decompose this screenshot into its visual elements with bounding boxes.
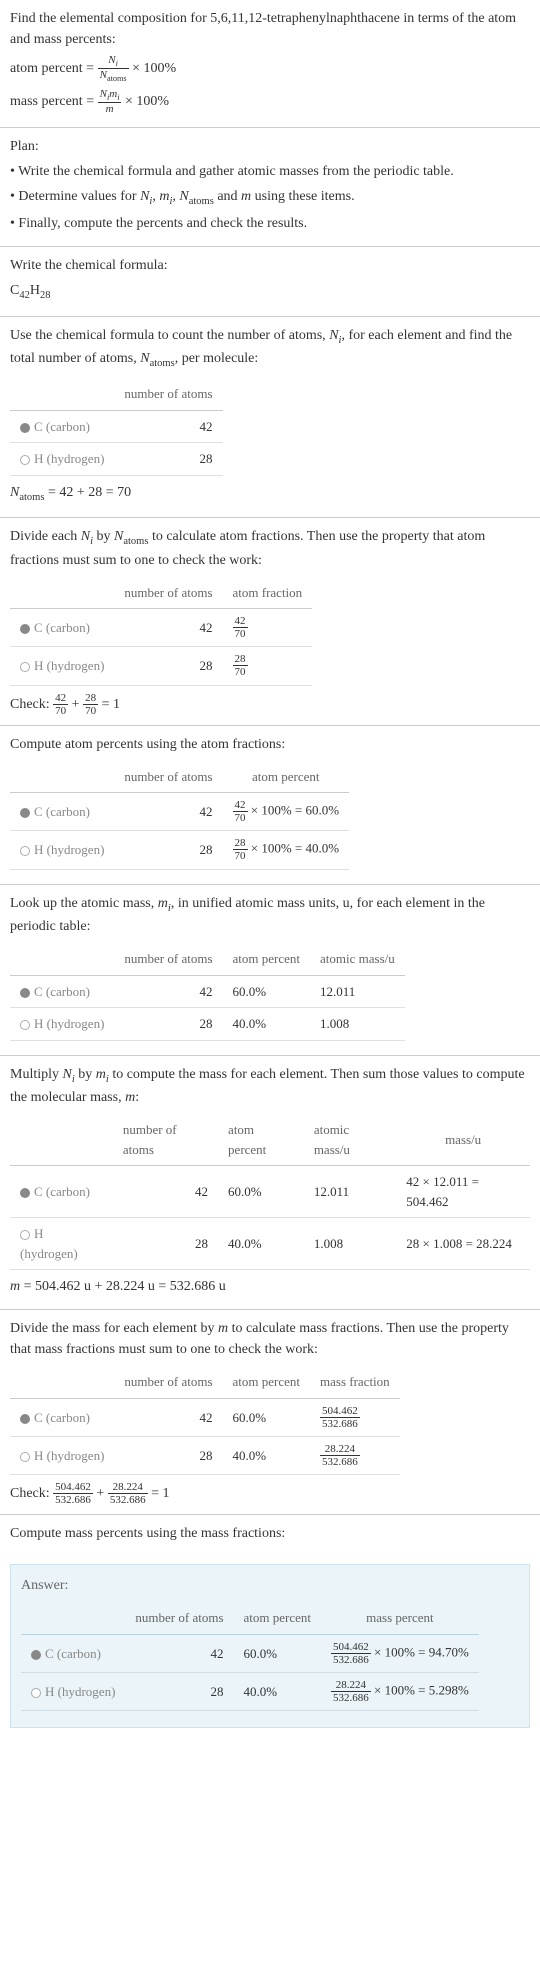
- carbon-dot-icon: [20, 624, 30, 634]
- step2-text: Use the chemical formula to count the nu…: [10, 325, 530, 372]
- hydrogen-dot-icon: [20, 662, 30, 672]
- step7-section: Divide the mass for each element by m to…: [0, 1310, 540, 1514]
- hydrogen-dot-icon: [20, 1230, 30, 1240]
- table-row: C (carbon) 42 4270: [10, 609, 312, 647]
- step8-text: Compute mass percents using the mass fra…: [10, 1523, 530, 1544]
- table-row: H (hydrogen) 28 40.0% 1.008 28 × 1.008 =…: [10, 1218, 530, 1270]
- hydrogen-dot-icon: [20, 1020, 30, 1030]
- step4-section: Compute atom percents using the atom fra…: [0, 726, 540, 884]
- carbon-label: C (carbon): [34, 419, 90, 434]
- step6-text: Multiply Ni by mi to compute the mass fo…: [10, 1064, 530, 1109]
- step6-sum: m = 504.462 u + 28.224 u = 532.686 u: [10, 1276, 530, 1297]
- times-100-a: × 100%: [132, 61, 176, 76]
- answer-box: Answer: number of atoms atom percent mas…: [10, 1564, 530, 1728]
- step5-table: number of atoms atom percent atomic mass…: [10, 943, 405, 1041]
- hydrogen-dot-icon: [31, 1688, 41, 1698]
- table-row: H (hydrogen) 28 2870 × 100% = 40.0%: [10, 831, 349, 869]
- col-number-atoms: number of atoms: [114, 378, 222, 410]
- step3-check: Check: 4270 + 2870 = 1: [10, 692, 530, 717]
- hydrogen-atoms: 28: [114, 443, 222, 476]
- mass-percent-fraction: Nimi m: [98, 88, 122, 115]
- table-row: C (carbon) 42 60.0% 12.011 42 × 12.011 =…: [10, 1166, 530, 1218]
- step6-section: Multiply Ni by mi to compute the mass fo…: [0, 1056, 540, 1310]
- answer-table: number of atoms atom percent mass percen…: [21, 1602, 479, 1711]
- atom-percent-label: atom percent =: [10, 61, 98, 76]
- times-100-m: × 100%: [125, 93, 169, 108]
- carbon-dot-icon: [20, 1188, 30, 1198]
- table-row: H (hydrogen) 28 40.0% 28.224532.686 × 10…: [21, 1672, 479, 1710]
- fraction: 4270: [233, 615, 248, 640]
- carbon-dot-icon: [31, 1650, 41, 1660]
- plan-bullet-3: • Finally, compute the percents and chec…: [10, 213, 530, 234]
- step8-section: Compute mass percents using the mass fra…: [0, 1515, 540, 1556]
- step4-table: number of atoms atom percent C (carbon) …: [10, 761, 349, 870]
- hydrogen-dot-icon: [20, 846, 30, 856]
- table-row: C (carbon) 42 60.0% 12.011: [10, 975, 405, 1008]
- intro-prompt: Find the elemental composition for 5,6,1…: [10, 8, 530, 50]
- step3-section: Divide each Ni by Natoms to calculate at…: [0, 518, 540, 725]
- step2-section: Use the chemical formula to count the nu…: [0, 317, 540, 517]
- step5-section: Look up the atomic mass, mi, in unified …: [0, 885, 540, 1055]
- chemical-formula: C42H28: [10, 280, 530, 304]
- answer-title: Answer:: [21, 1575, 519, 1596]
- plan-section: Plan: • Write the chemical formula and g…: [0, 128, 540, 247]
- atom-percent-formula: atom percent = Ni Natoms × 100%: [10, 54, 530, 84]
- hydrogen-dot-icon: [20, 1452, 30, 1462]
- carbon-dot-icon: [20, 808, 30, 818]
- hydrogen-dot-icon: [20, 455, 30, 465]
- step3-text: Divide each Ni by Natoms to calculate at…: [10, 526, 530, 571]
- table-row: C (carbon) 42 60.0% 504.462532.686: [10, 1398, 400, 1436]
- table-row: H (hydrogen) 28: [10, 443, 223, 476]
- atom-percent-fraction: Ni Natoms: [98, 54, 129, 84]
- plan-heading: Plan:: [10, 136, 530, 157]
- step3-table: number of atoms atom fraction C (carbon)…: [10, 577, 312, 686]
- table-row: C (carbon) 42 4270 × 100% = 60.0%: [10, 793, 349, 831]
- step7-text: Divide the mass for each element by m to…: [10, 1318, 530, 1360]
- step5-text: Look up the atomic mass, mi, in unified …: [10, 893, 530, 938]
- step7-check: Check: 504.462532.686 + 28.224532.686 = …: [10, 1481, 530, 1506]
- step7-table: number of atoms atom percent mass fracti…: [10, 1366, 400, 1475]
- step1-section: Write the chemical formula: C42H28: [0, 247, 540, 316]
- step1-text: Write the chemical formula:: [10, 255, 530, 276]
- carbon-dot-icon: [20, 423, 30, 433]
- table-row: C (carbon) 42 60.0% 504.462532.686 × 100…: [21, 1634, 479, 1672]
- table-row: H (hydrogen) 28 40.0% 28.224532.686: [10, 1436, 400, 1474]
- step6-table: number of atoms atom percent atomic mass…: [10, 1114, 530, 1270]
- hydrogen-label: H (hydrogen): [34, 451, 104, 466]
- table-row: H (hydrogen) 28 2870: [10, 647, 312, 685]
- carbon-dot-icon: [20, 988, 30, 998]
- step2-table: number of atoms C (carbon) 42 H (hydroge…: [10, 378, 223, 476]
- fraction: 2870: [233, 653, 248, 678]
- mass-percent-formula: mass percent = Nimi m × 100%: [10, 88, 530, 115]
- step2-sum: Natoms = 42 + 28 = 70: [10, 482, 530, 506]
- step4-text: Compute atom percents using the atom fra…: [10, 734, 530, 755]
- plan-bullet-2: • Determine values for Ni, mi, Natoms an…: [10, 186, 530, 210]
- intro-section: Find the elemental composition for 5,6,1…: [0, 0, 540, 127]
- carbon-dot-icon: [20, 1414, 30, 1424]
- carbon-atoms: 42: [114, 410, 222, 443]
- mass-percent-label: mass percent =: [10, 93, 98, 108]
- table-row: C (carbon) 42: [10, 410, 223, 443]
- table-row: H (hydrogen) 28 40.0% 1.008: [10, 1008, 405, 1041]
- plan-bullet-1: • Write the chemical formula and gather …: [10, 161, 530, 182]
